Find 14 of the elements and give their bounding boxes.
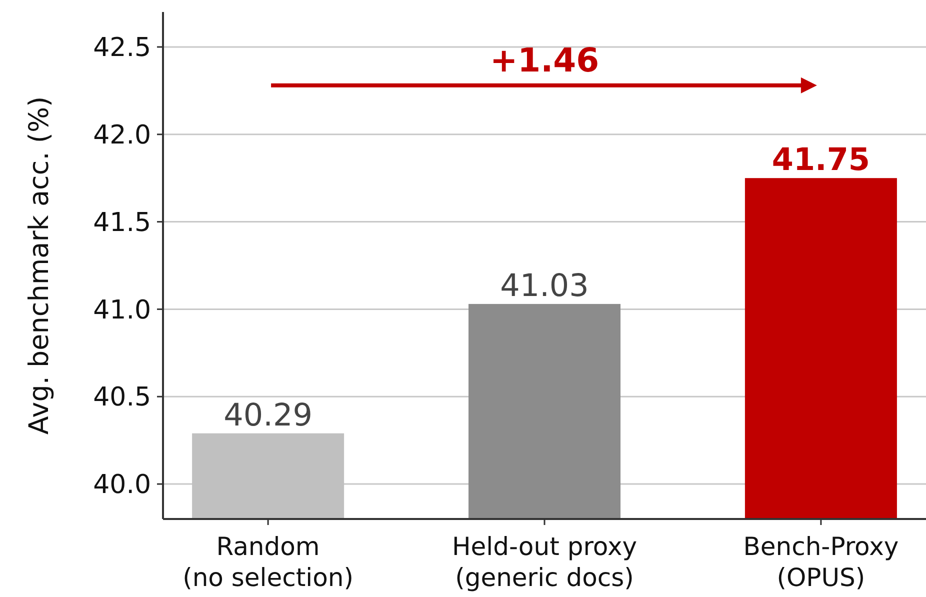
data-label: 40.29 xyxy=(224,397,312,434)
y-tick-label: 40.0 xyxy=(93,470,151,500)
y-tick-label: 41.5 xyxy=(93,208,151,238)
x-tick-label: Held-out proxy (generic docs) xyxy=(452,532,638,592)
y-tick-label: 40.5 xyxy=(93,382,151,413)
x-tick-label: Random (no selection) xyxy=(182,532,354,592)
data-label: 41.75 xyxy=(772,142,870,178)
x-tick-label: Bench-Proxy (OPUS) xyxy=(743,532,899,592)
y-tick-label: 41.0 xyxy=(93,295,151,326)
y-axis-title: Avg. benchmark acc. (%) xyxy=(24,96,55,435)
y-tick-label: 42.5 xyxy=(93,33,151,64)
annotation: +1.46 xyxy=(490,40,600,80)
data-label: 41.03 xyxy=(500,268,589,304)
y-tick-label: 42.0 xyxy=(93,120,151,150)
